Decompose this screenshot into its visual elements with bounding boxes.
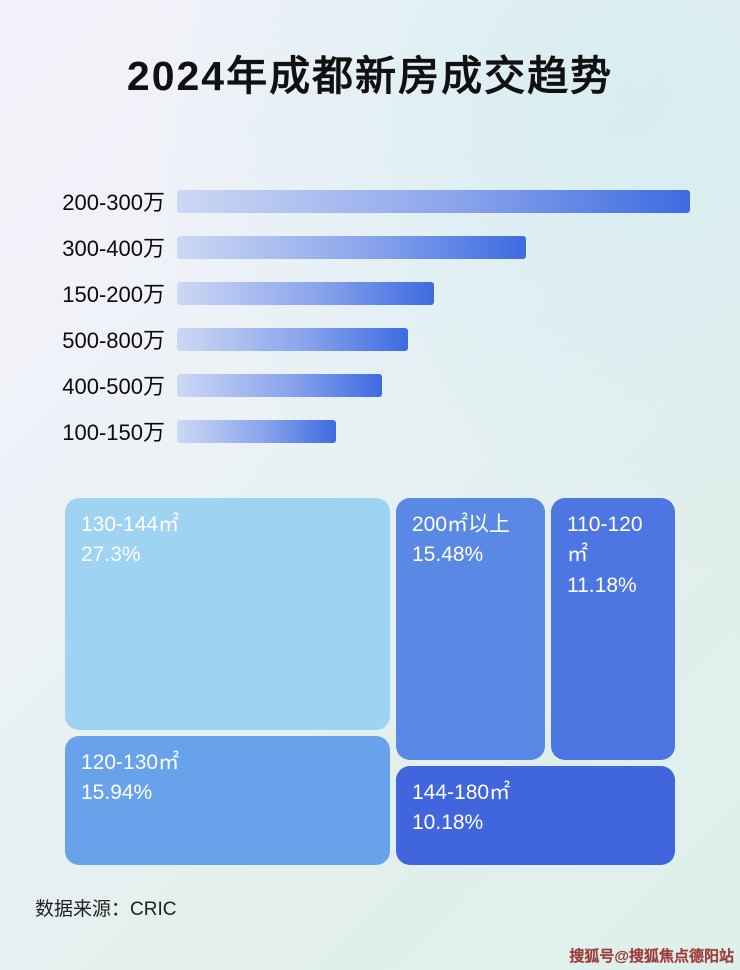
bar-category-label: 300-400万 — [62, 236, 165, 261]
bar — [177, 235, 526, 259]
bar — [177, 189, 690, 213]
bar-row: 500-800万 — [0, 316, 690, 362]
treemap-block-label: 144-180㎡ — [412, 781, 511, 804]
bar-row: 150-200万 — [0, 270, 690, 316]
bar-row: 300-400万 — [0, 224, 690, 270]
bar — [177, 419, 337, 443]
bar-row: 100-150万 — [0, 408, 690, 454]
bar-category-label: 400-500万 — [62, 374, 165, 399]
bar-row: 200-300万 — [0, 178, 690, 224]
treemap-block-value: 10.18% — [412, 811, 484, 835]
area-share-treemap: 130-144㎡ 27.3% 120-130㎡ 15.94% 200㎡以上 15… — [65, 498, 675, 865]
page-title: 2024年成都新房成交趋势 — [126, 53, 614, 99]
price-range-bar-chart: 200-300万 300-400万 150-200万 500-800万 400-… — [0, 178, 690, 454]
treemap-block-label: 200㎡以上 — [412, 513, 511, 536]
treemap-block-value: 27.3% — [81, 543, 141, 567]
treemap-block: 200㎡以上 15.48% — [396, 498, 545, 760]
treemap-block-label: 130-144㎡ — [81, 513, 180, 536]
treemap-block: 130-144㎡ 27.3% — [65, 498, 390, 730]
treemap-block-value: 15.48% — [412, 543, 484, 567]
data-source-label: 数据来源：CRIC — [35, 899, 177, 920]
bar-category-label: 150-200万 — [62, 282, 165, 307]
treemap-block: 120-130㎡ 15.94% — [65, 736, 390, 865]
bar-category-label: 200-300万 — [62, 190, 165, 215]
treemap-block-value: 11.18% — [567, 573, 637, 597]
bar-category-label: 100-150万 — [62, 420, 165, 445]
bar — [177, 327, 408, 351]
treemap-block-value: 15.94% — [81, 781, 153, 805]
watermark: 搜狐号@搜狐焦点德阳站 — [569, 948, 734, 965]
bar — [177, 281, 434, 305]
bar-category-label: 500-800万 — [62, 328, 165, 353]
treemap-block-label: 120-130㎡ — [81, 751, 180, 774]
bar-row: 400-500万 — [0, 362, 690, 408]
bar — [177, 373, 383, 397]
treemap-block: 110-120㎡ 11.18% — [551, 498, 675, 760]
treemap-block: 144-180㎡ 10.18% — [396, 766, 675, 865]
treemap-block-label: 110-120㎡ — [567, 513, 643, 567]
